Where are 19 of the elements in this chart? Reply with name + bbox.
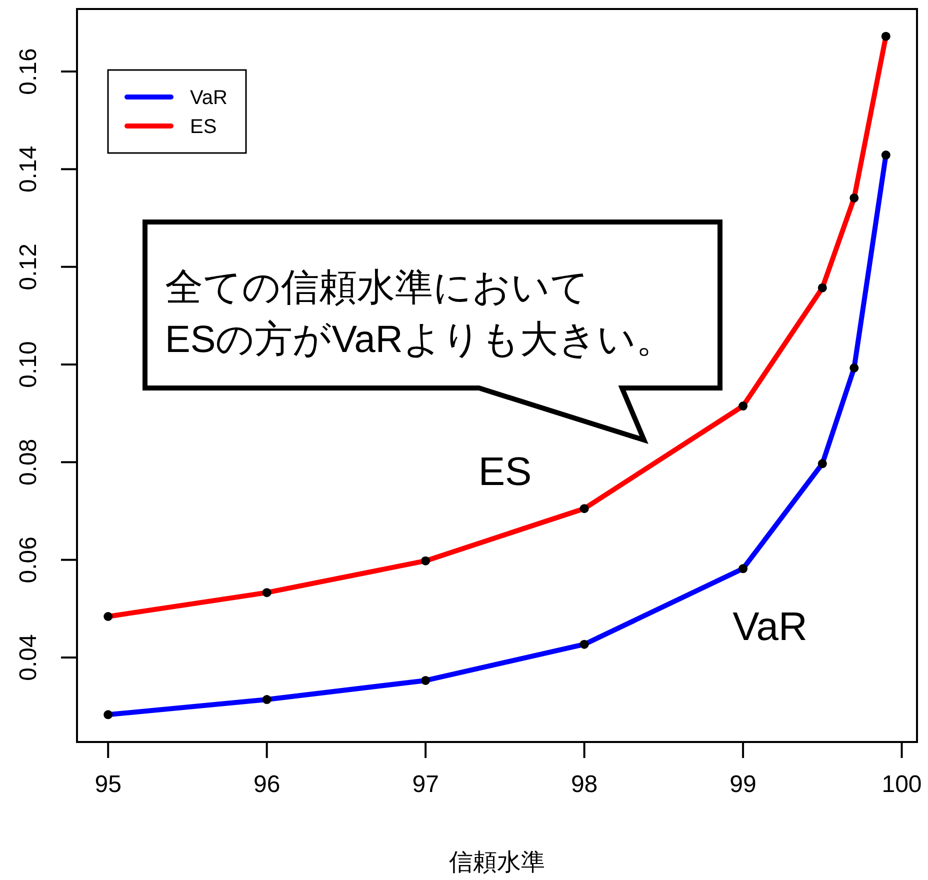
annotation: 全ての信頼水準において ESの方がVaRよりも大きい。 <box>165 267 674 361</box>
y-tick-label: 0.14 <box>15 146 42 193</box>
x-axis-title: 信頼水準 <box>449 849 545 876</box>
legend-label: VaR <box>190 87 228 109</box>
annotation: VaR <box>732 605 808 649</box>
x-tick-label: 95 <box>94 771 122 798</box>
x-tick-label: 97 <box>412 771 439 798</box>
y-tick-label: 0.12 <box>15 243 42 290</box>
y-tick-label: 0.06 <box>15 536 42 584</box>
annotation: ES <box>478 450 532 494</box>
legend-label: ES <box>190 116 217 138</box>
y-tick-label: 0.16 <box>15 48 42 95</box>
y-tick-label: 0.04 <box>15 634 42 681</box>
x-tick-label: 98 <box>570 771 598 798</box>
y-tick-label: 0.08 <box>15 438 42 486</box>
x-tick-label: 99 <box>730 771 756 798</box>
y-tick-label: 0.10 <box>15 341 42 388</box>
x-tick-label: 96 <box>253 771 280 798</box>
x-tick-label: 100 <box>882 771 922 798</box>
